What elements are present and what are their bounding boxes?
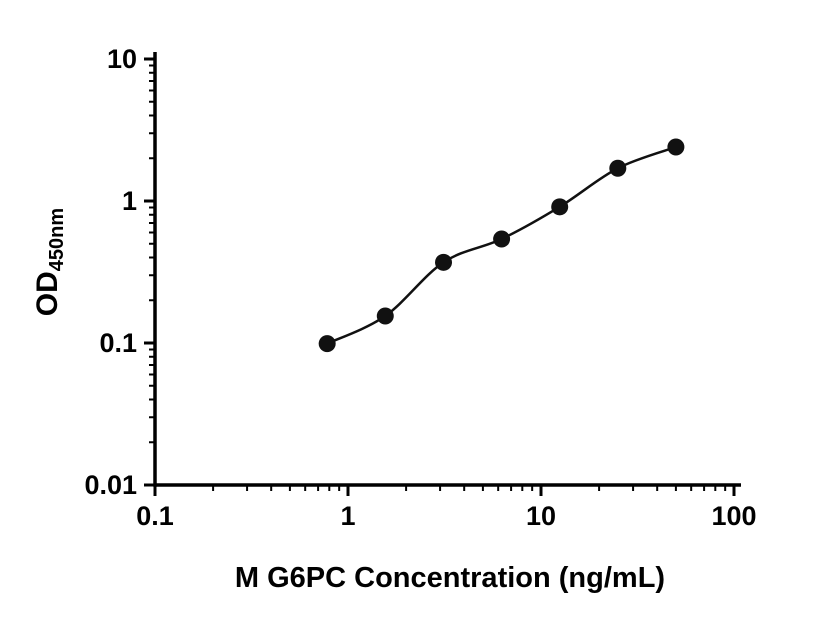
x-tick-label: 0.1 bbox=[136, 501, 174, 531]
y-tick-label: 1 bbox=[122, 186, 137, 216]
data-point bbox=[493, 230, 511, 248]
data-point bbox=[551, 198, 569, 216]
x-tick-label: 100 bbox=[711, 501, 756, 531]
y-axis-title: OD450nm bbox=[31, 208, 69, 316]
data-point bbox=[376, 307, 394, 325]
y-tick-label: 0.01 bbox=[84, 470, 137, 500]
x-axis-title: M G6PC Concentration (ng/mL) bbox=[234, 562, 666, 594]
y-tick-label: 0.1 bbox=[99, 328, 137, 358]
y-axis-title-subscript: 450nm bbox=[46, 207, 68, 272]
data-point bbox=[667, 138, 685, 156]
data-point bbox=[609, 159, 627, 177]
data-point bbox=[318, 335, 336, 353]
x-tick-label: 1 bbox=[340, 501, 355, 531]
y-tick-label: 10 bbox=[107, 44, 137, 74]
x-tick-label: 10 bbox=[526, 501, 556, 531]
data-point bbox=[435, 253, 453, 271]
y-axis-title-main: OD bbox=[31, 271, 64, 317]
